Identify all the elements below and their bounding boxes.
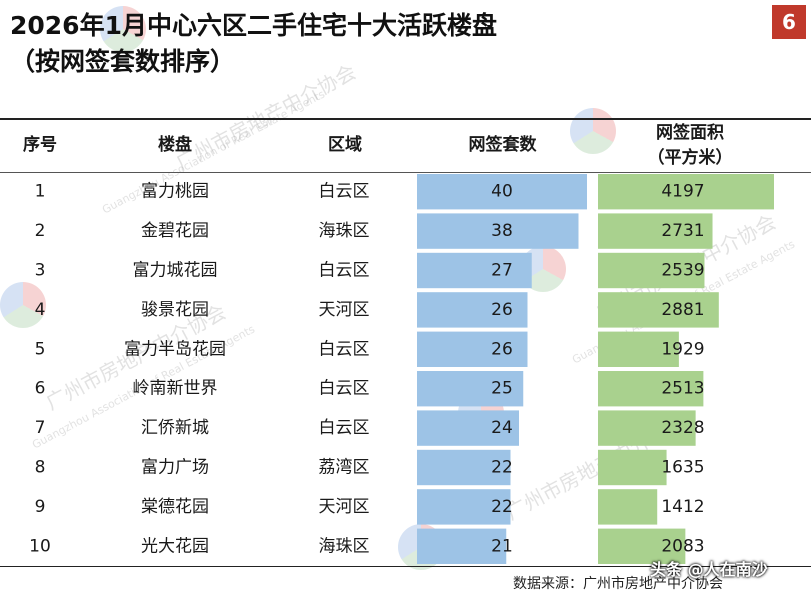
area-value: 2539: [661, 261, 704, 281]
units-value: 26: [491, 339, 513, 359]
watermark-logo: [0, 282, 46, 328]
rank-cell: 1: [35, 182, 46, 202]
district-cell: 海珠区: [319, 221, 370, 241]
header-units: 网签套数: [468, 135, 537, 155]
units-value: 25: [491, 379, 513, 399]
district-cell: 荔湾区: [319, 458, 370, 478]
units-value: 26: [491, 300, 513, 320]
watermark-logo: [100, 6, 146, 52]
header-area-unit: （平方米）: [647, 148, 733, 168]
area-bar: [598, 489, 658, 525]
units-bar: [417, 213, 579, 249]
area-value: 2881: [661, 300, 704, 320]
estate-cell: 富力桃园: [141, 182, 209, 202]
area-bar: [598, 292, 719, 328]
district-cell: 白云区: [319, 339, 370, 359]
estate-cell: 棠德花园: [141, 497, 209, 517]
rank-cell: 9: [35, 497, 46, 517]
estate-cell: 汇侨新城: [141, 418, 209, 438]
area-value: 2731: [661, 221, 704, 241]
units-bar: [417, 410, 519, 446]
rank-cell: 10: [29, 536, 51, 556]
units-value: 24: [491, 418, 513, 438]
estate-cell: 骏景花园: [141, 300, 209, 320]
page-subtitle: （按网签套数排序）: [10, 47, 236, 76]
estate-cell: 岭南新世界: [133, 379, 218, 399]
area-value: 2513: [661, 379, 704, 399]
units-value: 38: [491, 221, 513, 241]
rank-cell: 7: [35, 418, 46, 438]
header-rank: 序号: [23, 135, 57, 155]
area-value: 1635: [661, 458, 704, 478]
header-district: 区域: [328, 135, 362, 155]
units-bar: [417, 331, 528, 367]
district-cell: 白云区: [319, 182, 370, 202]
rank-cell: 4: [35, 300, 46, 320]
units-bar: [417, 174, 587, 210]
area-bar: [598, 331, 679, 367]
area-bar: [598, 449, 667, 486]
rank-cell: 8: [35, 458, 46, 478]
units-value: 27: [491, 261, 513, 281]
estate-cell: 富力广场: [141, 458, 209, 478]
area-value: 1412: [661, 497, 704, 517]
units-value: 22: [491, 458, 513, 478]
area-bar: [598, 371, 704, 407]
district-cell: 白云区: [319, 261, 370, 281]
area-bar: [598, 252, 705, 289]
district-cell: 海珠区: [319, 536, 370, 556]
rank-cell: 3: [35, 261, 46, 281]
page-number-badge: 6: [772, 5, 806, 39]
header-area: 网签面积: [656, 123, 724, 143]
district-cell: 白云区: [319, 418, 370, 438]
area-value: 1929: [661, 339, 704, 359]
units-bar: [417, 292, 528, 328]
area-value: 4197: [661, 182, 704, 202]
table-top-rule: [0, 118, 811, 120]
source-note: 数据来源：广州市房地产中介协会: [513, 576, 723, 592]
area-bar: [598, 528, 686, 564]
units-bar: [417, 528, 507, 564]
estate-cell: 富力半岛花园: [124, 339, 226, 359]
area-bar: [598, 410, 696, 446]
table-header-rule: [0, 172, 811, 173]
page-title: 2026年1月中心六区二手住宅十大活跃楼盘: [10, 11, 497, 40]
area-value: 2328: [661, 418, 704, 438]
rank-cell: 2: [35, 221, 46, 241]
district-cell: 白云区: [319, 379, 370, 399]
units-value: 22: [491, 497, 513, 517]
units-bar: [417, 449, 511, 486]
estate-cell: 富力城花园: [133, 261, 218, 281]
area-value: 2083: [661, 536, 704, 556]
area-bar: [598, 213, 713, 249]
header-estate: 楼盘: [158, 135, 192, 155]
district-cell: 天河区: [319, 300, 370, 320]
units-bar: [417, 371, 524, 407]
area-bar: [598, 174, 774, 210]
units-bar: [417, 252, 532, 289]
units-value: 40: [491, 182, 513, 202]
watermark-logo: [570, 108, 616, 154]
rank-cell: 5: [35, 339, 46, 359]
units-value: 21: [491, 536, 513, 556]
estate-cell: 金碧花园: [141, 221, 209, 241]
estate-cell: 光大花园: [141, 536, 209, 556]
rank-cell: 6: [35, 379, 46, 399]
table-bottom-rule: [0, 566, 811, 567]
platform-watermark: 头条 @人在南沙: [650, 560, 768, 579]
units-bar: [417, 489, 511, 525]
district-cell: 天河区: [319, 497, 370, 517]
